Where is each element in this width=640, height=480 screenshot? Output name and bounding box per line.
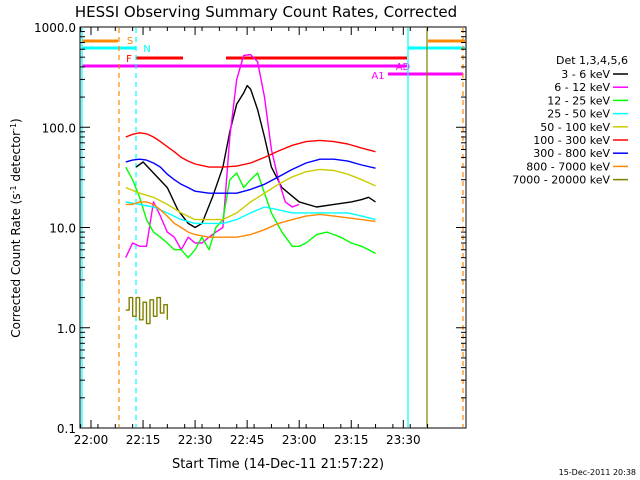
series-line-6 bbox=[125, 158, 376, 194]
mode-boundary-lines bbox=[81, 28, 464, 427]
legend-entry-label: 7000 - 20000 keV bbox=[512, 174, 610, 187]
x-tick-label: 22:30 bbox=[178, 433, 213, 447]
legend-title: Det 1,3,4,5,6 bbox=[556, 54, 628, 67]
attenuator-label: N bbox=[143, 44, 150, 55]
y-axis-label-end: ) bbox=[9, 118, 23, 123]
y-axis-label-mid: detector bbox=[9, 131, 23, 186]
x-axis-label: Start Time (14-Dec-11 21:57:22) bbox=[172, 457, 384, 472]
series-line-5 bbox=[125, 132, 376, 168]
attenuator-label: F bbox=[126, 54, 132, 65]
y-axis-label-exp2: -1 bbox=[9, 123, 18, 131]
attenuator-label: AD bbox=[396, 62, 411, 73]
attenuator-label: S bbox=[127, 36, 133, 47]
legend-entry-label: 25 - 50 keV bbox=[547, 108, 610, 121]
axis-ticks: 22:00 22:15 22:30 22:45 23:00 23:15 23:30 0.1 1.… bbox=[34, 21, 466, 447]
x-tick-label: 22:15 bbox=[126, 433, 161, 447]
legend-entry-label: 100 - 300 keV bbox=[533, 134, 610, 147]
attenuator-label: A1 bbox=[371, 71, 384, 82]
y-tick-label: 0.1 bbox=[57, 422, 76, 436]
plot-timestamp: 15-Dec-2011 20:38 bbox=[559, 468, 636, 477]
series-line-7 bbox=[125, 201, 376, 238]
y-axis-label-exp1: -1 bbox=[9, 185, 18, 193]
x-tick-label: 23:30 bbox=[386, 433, 421, 447]
y-axis-label: Corrected Count Rate (s-1 detector-1) bbox=[9, 118, 23, 337]
legend-entry-label: 800 - 7000 keV bbox=[526, 160, 610, 173]
legend-entry-label: 6 - 12 keV bbox=[554, 81, 610, 94]
chart-title: HESSI Observing Summary Count Rates, Cor… bbox=[75, 3, 457, 21]
series-line-8 bbox=[125, 296, 169, 325]
series-line-1 bbox=[125, 53, 300, 258]
series-line-4 bbox=[125, 168, 376, 221]
legend-entry-label: 50 - 100 keV bbox=[540, 121, 610, 134]
series-line-0 bbox=[135, 84, 376, 229]
series-line-2 bbox=[125, 166, 376, 259]
x-tick-label: 23:15 bbox=[334, 433, 369, 447]
y-axis-label-main: Corrected Count Rate (s bbox=[9, 193, 23, 337]
legend-entry-label: 300 - 800 keV bbox=[533, 147, 610, 160]
legend-entry-label: 12 - 25 keV bbox=[547, 94, 610, 107]
legend-entry-label: 3 - 6 keV bbox=[561, 68, 610, 81]
y-tick-label: 100.0 bbox=[42, 121, 76, 135]
series-layer bbox=[125, 53, 376, 325]
y-tick-label: 10.0 bbox=[49, 222, 76, 236]
y-tick-label: 1.0 bbox=[57, 322, 76, 336]
y-tick-label: 1000.0 bbox=[34, 21, 76, 35]
x-tick-label: 22:45 bbox=[230, 433, 265, 447]
x-tick-label: 23:00 bbox=[282, 433, 317, 447]
x-tick-label: 22:00 bbox=[74, 433, 109, 447]
series-line-3 bbox=[125, 201, 376, 225]
